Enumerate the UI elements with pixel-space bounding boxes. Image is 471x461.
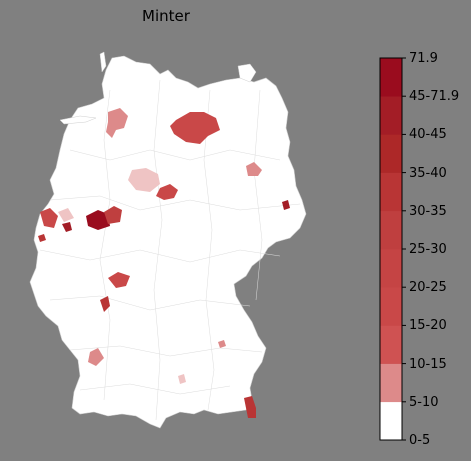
colorbar-tick-label: 35-40 <box>409 165 447 181</box>
district-frankfurt <box>100 296 110 312</box>
colorbar-tick-label: 71.9 <box>409 51 438 66</box>
district-muenster-south <box>58 208 74 222</box>
germany-outline <box>29 55 307 429</box>
district-hamm <box>86 210 110 230</box>
colorbar-tick-label: 0-5 <box>409 433 431 448</box>
district-hamburg <box>106 108 128 138</box>
district-ruhr-west <box>40 208 58 228</box>
district-borders <box>39 79 301 421</box>
district-duesseldorf <box>62 222 72 232</box>
colorbar-segment <box>380 401 402 441</box>
district-berchtesgaden <box>244 396 256 418</box>
district-kassel <box>108 272 130 288</box>
colorbar-segment <box>380 363 402 403</box>
colorbar-tick-label: 30-35 <box>409 203 447 219</box>
sylt-island <box>99 51 107 73</box>
colorbar-segment <box>380 287 402 326</box>
map-title: Minter <box>142 7 190 25</box>
colorbar-segment <box>380 172 402 212</box>
district-braunschweig <box>156 184 178 200</box>
district-berlin-southeast <box>246 162 262 176</box>
district-upper-bavaria <box>178 374 186 384</box>
colorbar-tick-label: 40-45 <box>409 127 447 143</box>
colorbar-segment <box>380 210 402 250</box>
north-sea-islands <box>59 115 97 125</box>
colorbar-tick-label: 20-25 <box>409 280 447 296</box>
colorbar <box>379 57 406 441</box>
ruegen-island <box>237 63 257 83</box>
colorbar-tick-label: 25-30 <box>409 242 447 257</box>
colorbar-segment <box>380 58 402 97</box>
district-lusatia <box>282 200 290 210</box>
colorbar-tick-label: 15-20 <box>409 318 447 334</box>
highlighted-districts <box>38 108 290 418</box>
colorbar-tick-label: 5-10 <box>409 394 439 410</box>
district-paderborn <box>104 206 122 224</box>
district-karlsruhe <box>88 348 104 366</box>
district-dueren <box>38 234 46 242</box>
district-bavaria-east <box>218 340 226 348</box>
colorbar-segment <box>380 96 402 135</box>
district-hannover <box>128 168 160 192</box>
colorbar-segment <box>380 134 402 173</box>
colorbar-tick-label: 45-71.9 <box>409 89 460 105</box>
colorbar-segment <box>380 325 402 364</box>
colorbar-segment <box>380 249 402 288</box>
district-mecklenburg <box>170 112 220 144</box>
colorbar-tick-label: 10-15 <box>409 356 447 372</box>
